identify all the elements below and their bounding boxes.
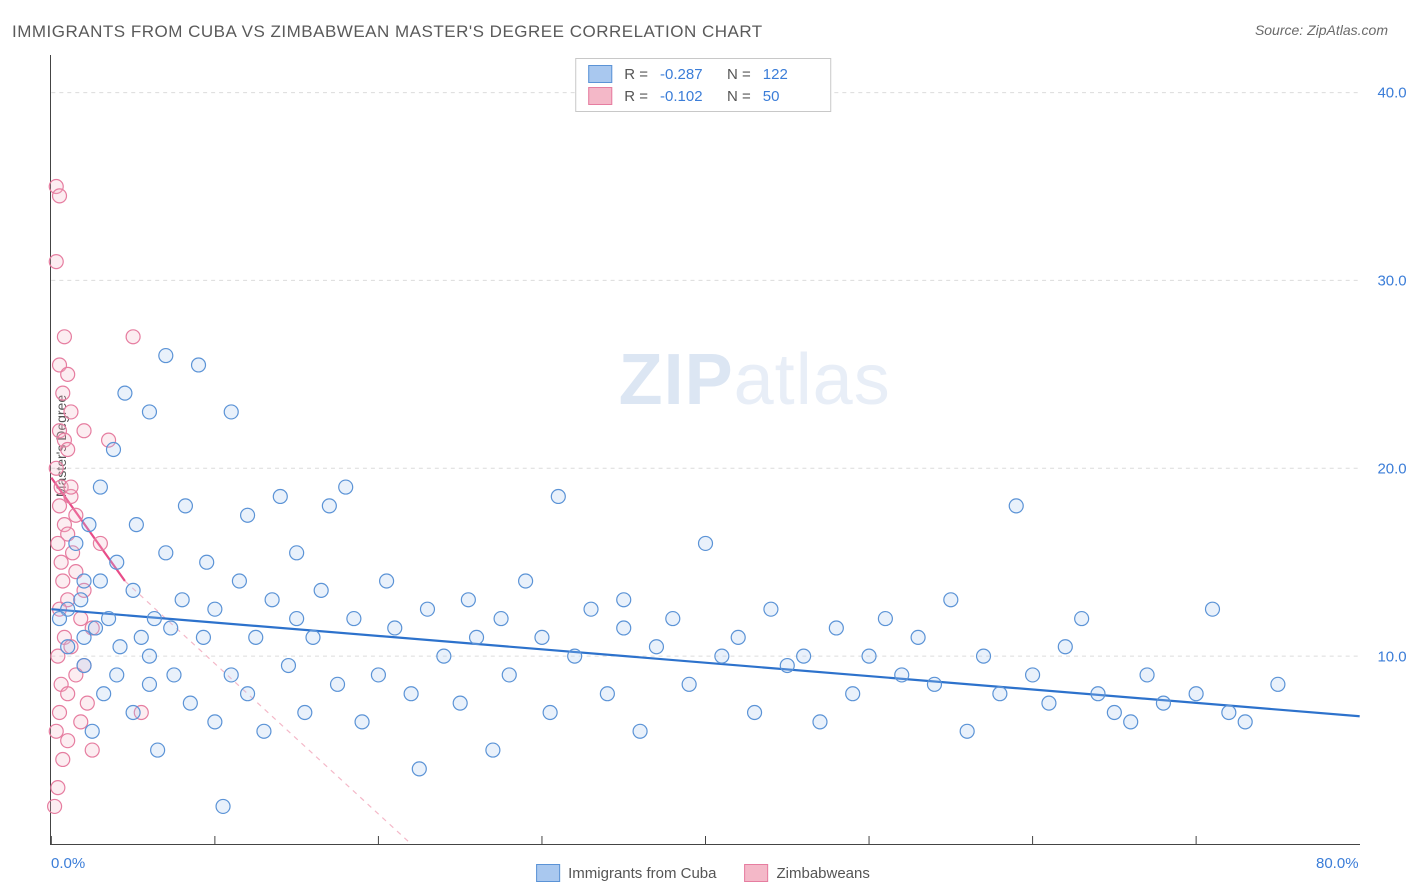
legend-n-value-1: 50 bbox=[763, 88, 818, 105]
y-tick-label: 10.0% bbox=[1377, 648, 1406, 665]
watermark: ZIPatlas bbox=[619, 339, 891, 421]
legend-swatch-cuba bbox=[588, 65, 612, 83]
legend-swatch-cuba-bottom bbox=[536, 864, 560, 882]
y-tick-label: 40.0% bbox=[1377, 84, 1406, 101]
legend-n-label: N = bbox=[727, 66, 751, 83]
watermark-rest: atlas bbox=[734, 340, 891, 420]
legend-r-value-1: -0.102 bbox=[660, 88, 715, 105]
y-tick-label: 20.0% bbox=[1377, 460, 1406, 477]
x-tick-label: 80.0% bbox=[1316, 855, 1359, 872]
legend-n-value-0: 122 bbox=[763, 66, 818, 83]
chart-title: IMMIGRANTS FROM CUBA VS ZIMBABWEAN MASTE… bbox=[12, 22, 763, 42]
legend-label-zimbabwe: Zimbabweans bbox=[776, 865, 869, 882]
legend-n-label: N = bbox=[727, 88, 751, 105]
source-attribution: Source: ZipAtlas.com bbox=[1255, 22, 1388, 38]
legend-label-cuba: Immigrants from Cuba bbox=[568, 865, 716, 882]
watermark-bold: ZIP bbox=[619, 340, 734, 420]
y-tick-label: 30.0% bbox=[1377, 272, 1406, 289]
correlation-legend: R = -0.287 N = 122 R = -0.102 N = 50 bbox=[575, 58, 831, 112]
legend-bottom-item-0: Immigrants from Cuba bbox=[536, 864, 716, 882]
legend-r-value-0: -0.287 bbox=[660, 66, 715, 83]
legend-r-label: R = bbox=[624, 66, 648, 83]
legend-top-row-1: R = -0.102 N = 50 bbox=[588, 85, 818, 107]
chart-plot-area: 10.0%20.0%30.0%40.0% 0.0%80.0% bbox=[50, 55, 1360, 845]
legend-swatch-zimbabwe bbox=[588, 87, 612, 105]
series-legend: Immigrants from Cuba Zimbabweans bbox=[536, 864, 870, 882]
chart-svg bbox=[51, 55, 1360, 844]
legend-swatch-zimbabwe-bottom bbox=[744, 864, 768, 882]
legend-top-row-0: R = -0.287 N = 122 bbox=[588, 63, 818, 85]
legend-bottom-item-1: Zimbabweans bbox=[744, 864, 869, 882]
legend-r-label: R = bbox=[624, 88, 648, 105]
x-tick-label: 0.0% bbox=[51, 855, 85, 872]
